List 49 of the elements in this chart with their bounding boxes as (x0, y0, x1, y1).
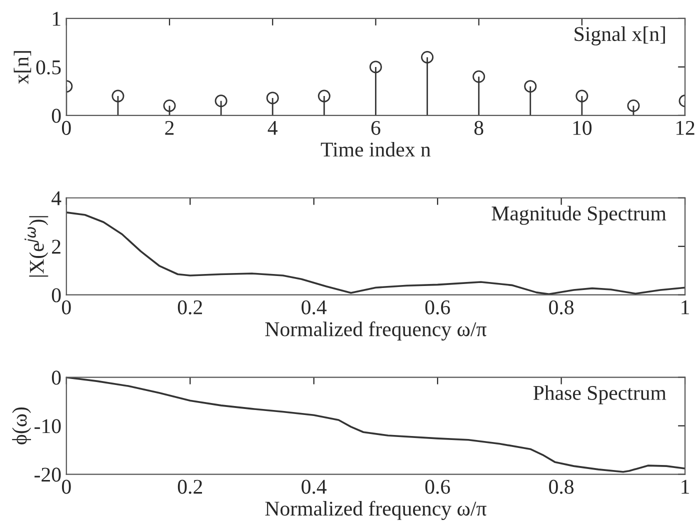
annotation: Phase Spectrum (533, 385, 666, 404)
y-tick-label: -20 (34, 468, 61, 482)
x-tick-label: 0.4 (302, 300, 327, 314)
point (369, 60, 382, 74)
x-tick-label: 0.2 (178, 300, 202, 314)
line-series (66, 377, 686, 473)
y-tick-label: 0.5 (36, 60, 61, 74)
y-tick-label: 0 (52, 370, 61, 385)
y-tick-label: -10 (34, 419, 61, 434)
point (266, 92, 279, 104)
y-tick-label: 1 (52, 12, 60, 26)
point (472, 70, 486, 83)
annotation: Magnitude Spectrum (492, 206, 666, 225)
x-tick-label: 0.6 (425, 300, 450, 314)
x-tick-label: 0.6 (425, 480, 450, 494)
point (163, 99, 176, 112)
y-tick-label: 0 (52, 288, 61, 302)
x-tick-label: 0 (62, 300, 71, 314)
point (627, 99, 640, 112)
x-tick-label: 0.4 (302, 480, 327, 494)
x-tick-label: 0.8 (549, 300, 574, 314)
y-tick-label: 4 (52, 191, 62, 206)
x-tick-label: 0.2 (178, 480, 202, 494)
x-tick-label: 1 (682, 480, 689, 494)
x-axis-title: Time index n (320, 142, 431, 157)
x-tick-label: 0 (62, 120, 71, 135)
x-axis-title: Normalized frequency ω/π (265, 500, 486, 520)
point (421, 50, 434, 64)
y-axis-title: ϕ(ω) (12, 407, 31, 444)
point (524, 80, 537, 93)
y-tick-label: 0 (52, 108, 61, 123)
x-tick-label: 12 (676, 120, 694, 135)
point (112, 90, 124, 102)
x-tick-label: 4 (268, 121, 278, 135)
x-tick-label: 1 (682, 300, 689, 314)
x-tick-label: 6 (371, 120, 380, 135)
x-tick-label: 0 (62, 480, 71, 494)
x-tick-label: 0.8 (549, 480, 574, 494)
point (576, 90, 588, 102)
y-tick-label: 2 (52, 240, 60, 254)
x-axis-title: Normalized frequency ω/π (265, 321, 486, 341)
point (214, 94, 228, 108)
x-tick-label: 10 (573, 120, 592, 135)
y-axis-title: |X(e$^{jω}$)| (24, 216, 48, 277)
point (318, 90, 330, 102)
annotation: Signal x[n] (574, 26, 665, 46)
y-axis-title: x[n] (14, 51, 32, 84)
x-tick-label: 8 (474, 120, 484, 135)
x-tick-label: 2 (165, 120, 174, 135)
